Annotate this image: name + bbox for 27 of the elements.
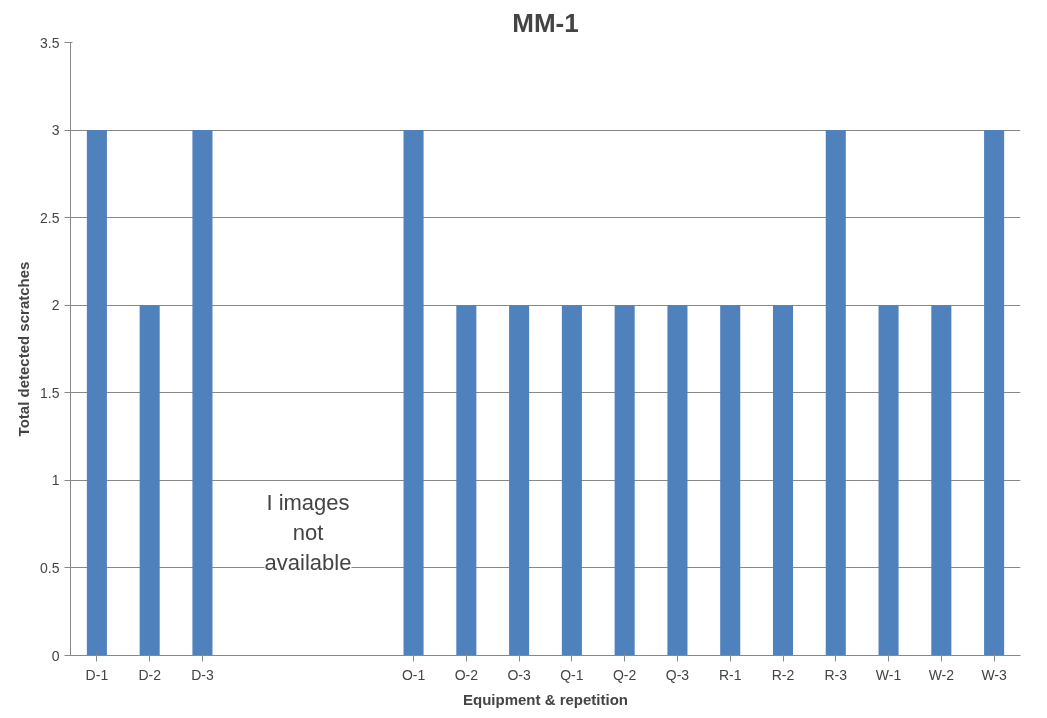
x-tick-label: D-2 xyxy=(138,666,162,683)
x-tick-label: D-1 xyxy=(85,666,109,683)
y-tick-label: 0.5 xyxy=(40,559,60,576)
x-tick-label: R-1 xyxy=(718,666,742,683)
y-tick-label: 2 xyxy=(51,297,60,314)
x-tick-label: W-3 xyxy=(981,666,1008,683)
x-tick-label: W-1 xyxy=(875,666,902,683)
y-tick-label: 0 xyxy=(51,647,60,664)
annotation: I images not available xyxy=(264,489,352,575)
x-tick-label: D-3 xyxy=(191,666,214,683)
y-tick-label: 1 xyxy=(51,472,60,489)
y-tick-label: 2.5 xyxy=(40,209,60,226)
x-tick-label: Q-3 xyxy=(665,666,690,683)
x-tick-label: Q-1 xyxy=(560,666,584,683)
x-tick-label: O-3 xyxy=(507,666,531,683)
y-tick-label: 3 xyxy=(51,122,60,139)
x-tick-label: Q-2 xyxy=(613,666,637,683)
x-tick-label: W-2 xyxy=(928,666,955,683)
x-axis-title: Equipment & repetition xyxy=(463,690,628,708)
chart-title: MM-1 xyxy=(512,7,579,38)
y-tick-label: 1.5 xyxy=(40,384,60,401)
x-tick-label: O-1 xyxy=(401,666,426,683)
x-tick-label: R-3 xyxy=(824,666,848,683)
y-tick-label: 3.5 xyxy=(40,34,60,51)
y-axis-title: Total detected scratches xyxy=(15,261,33,437)
x-tick-label: O-2 xyxy=(454,666,479,683)
x-tick-label: R-2 xyxy=(771,666,795,683)
